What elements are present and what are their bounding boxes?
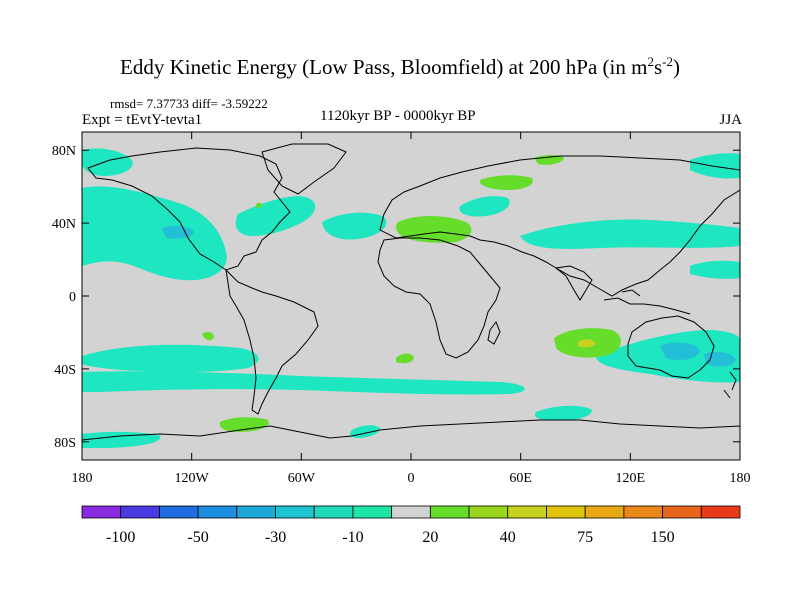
coast-india xyxy=(554,265,593,301)
coast-north-america xyxy=(87,147,291,271)
colorbar-swatch-12 xyxy=(546,505,586,519)
contour-pos-satlantic xyxy=(396,353,414,364)
colorbar-label-5: 40 xyxy=(500,529,516,546)
contour-neg-southern xyxy=(82,371,525,395)
contour-neg-europe xyxy=(459,196,510,217)
contour-pos-pacific-small xyxy=(202,331,214,341)
lon-label-4: 60E xyxy=(509,471,532,486)
coast-antarctica xyxy=(82,419,740,441)
contour-neg-japan xyxy=(690,260,740,279)
colorbar-swatch-7 xyxy=(352,505,393,519)
lat-label-2: 0 xyxy=(69,290,76,305)
colorbar-label-0: -100 xyxy=(106,529,135,546)
lon-label-2: 60W xyxy=(288,471,316,486)
contour-layer xyxy=(82,148,740,448)
colorbar-swatch-1 xyxy=(120,505,160,519)
lon-label-6: 180 xyxy=(730,471,751,486)
colorbar-label-3: -10 xyxy=(342,529,363,546)
coastlines xyxy=(82,143,740,441)
colorbar-label-4: 20 xyxy=(422,529,438,546)
contour-pos-greenland xyxy=(256,202,262,209)
contour-neg-arctic-e xyxy=(690,153,740,179)
colorbar-label-6: 75 xyxy=(577,529,593,546)
colorbar-swatch-8 xyxy=(391,505,431,519)
lat-label-4: 80S xyxy=(54,436,76,451)
contour-neg-midatlantic xyxy=(322,212,387,240)
longitude-axis: 180 120W 60W 0 60E 120E 180 xyxy=(72,132,751,486)
coast-south-america xyxy=(225,268,319,415)
colorbar-swatch-13 xyxy=(584,505,625,519)
colorbar-swatch-11 xyxy=(507,505,547,519)
colorbar: -100 -50 -30 -10 20 40 75 150 xyxy=(81,505,741,546)
contour-neg-core-aus1 xyxy=(660,342,700,360)
colorbar-swatch-2 xyxy=(159,505,199,519)
colorbar-swatch-5 xyxy=(275,505,315,519)
contour-neg-antarctic xyxy=(82,431,161,448)
contour-neg-sindian xyxy=(534,405,592,421)
coast-eurasia xyxy=(379,155,740,297)
contour-neg-natlantic xyxy=(235,196,316,236)
contour-pos-siberia xyxy=(479,175,533,190)
lon-label-0: 180 xyxy=(72,471,93,486)
lon-label-5: 120E xyxy=(616,471,646,486)
coast-new-zealand xyxy=(723,371,737,399)
coast-australia xyxy=(627,315,715,379)
colorbar-swatch-3 xyxy=(197,505,238,519)
lat-label-0: 80N xyxy=(52,144,76,159)
colorbar-swatch-16 xyxy=(700,505,741,519)
chart-title: Eddy Kinetic Energy (Low Pass, Bloomfiel… xyxy=(120,54,680,79)
contour-pos-core-indian xyxy=(578,339,596,348)
season-label: JJA xyxy=(719,112,742,128)
colorbar-label-7: 150 xyxy=(651,529,675,546)
colorbar-swatch-14 xyxy=(623,505,663,519)
contour-pos-mediterranean xyxy=(395,216,472,243)
contour-neg-alaska xyxy=(82,148,133,176)
period-label: 1120kyr BP - 0000kyr BP xyxy=(320,108,476,124)
contour-neg-asia40 xyxy=(520,219,740,249)
lat-label-3: 40S xyxy=(54,363,76,378)
coast-madagascar xyxy=(487,320,501,345)
coast-africa xyxy=(377,237,501,359)
rmsd-text: rmsd= 7.37733 diff= -3.59222 xyxy=(110,96,268,111)
lon-label-3: 0 xyxy=(408,471,415,486)
contour-neg-core-aus2 xyxy=(704,352,736,367)
coast-indonesia xyxy=(603,289,691,315)
lon-label-1: 120W xyxy=(175,471,210,486)
experiment-label: Expt = tEvtY-tevta1 xyxy=(82,112,203,128)
colorbar-swatch-0 xyxy=(81,505,122,519)
colorbar-label-1: -50 xyxy=(187,529,208,546)
colorbar-swatch-6 xyxy=(313,505,354,519)
colorbar-label-2: -30 xyxy=(265,529,286,546)
contour-neg-npacific xyxy=(82,186,227,281)
colorbar-swatch-9 xyxy=(429,505,470,519)
plot-background xyxy=(82,132,740,460)
colorbar-swatch-4 xyxy=(236,505,276,519)
coast-greenland xyxy=(261,143,347,195)
colorbar-swatch-10 xyxy=(468,505,509,519)
colorbar-swatch-15 xyxy=(662,505,702,519)
lat-label-1: 40N xyxy=(52,217,76,232)
latitude-axis: 80N 40N 0 40S 80S xyxy=(52,144,740,451)
contour-neg-core-pacific xyxy=(162,225,194,239)
contour-neg-spacific xyxy=(82,344,259,372)
